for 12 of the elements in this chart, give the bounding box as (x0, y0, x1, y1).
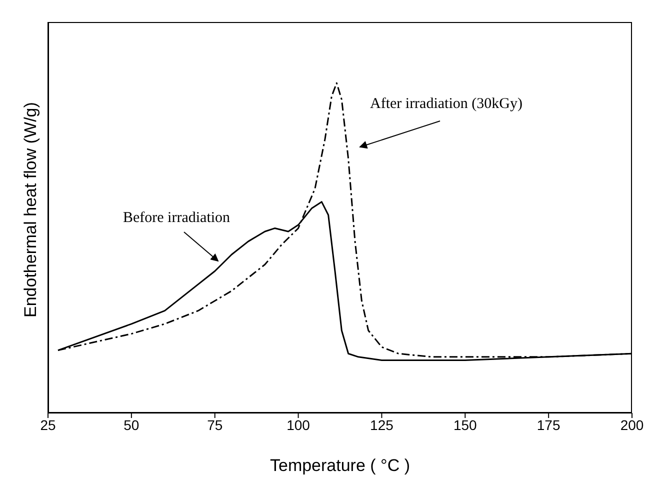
x-tick-label: 50 (124, 416, 140, 433)
series-label: Before irradiation (123, 210, 230, 227)
x-tick-label: 150 (453, 416, 478, 433)
series-label: After irradiation (30kGy) (370, 96, 522, 113)
x-tick-label: 75 (207, 416, 223, 433)
x-tick-label: 25 (40, 416, 56, 433)
x-tick-label: 175 (536, 416, 560, 433)
x-axis-title: Temperature ( °C ) (270, 456, 410, 475)
x-tick-label: 125 (370, 416, 394, 433)
x-tick-label: 100 (286, 416, 310, 433)
x-tick-label: 200 (620, 416, 644, 433)
y-axis-title: Endothermal heat flow (W/g) (21, 102, 40, 318)
